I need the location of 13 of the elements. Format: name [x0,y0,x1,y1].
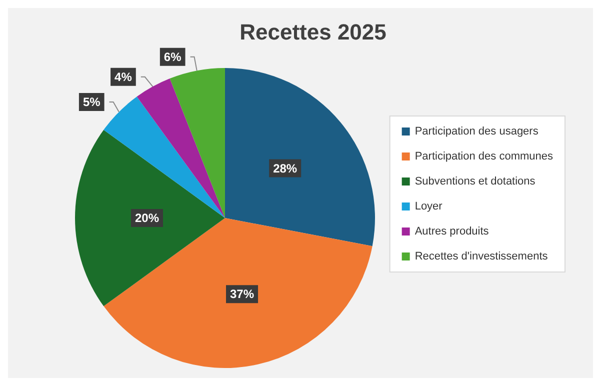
data-label: 28% [273,161,298,176]
data-label: 5% [82,95,101,110]
legend-label: Participation des communes [414,150,554,162]
legend-label: Autres produits [414,226,490,238]
data-label: 4% [114,70,132,84]
data-label: 37% [230,287,254,302]
legend-label: Loyer [414,200,443,212]
data-label: 6% [164,50,182,64]
legend-label: Subventions et dotations [414,176,536,188]
legend-label: Recettes d'investissements [414,250,548,262]
chart-title: Recettes 2025 [240,20,386,44]
legend-label: Participation des usagers [414,126,539,138]
data-label: 20% [134,211,160,225]
